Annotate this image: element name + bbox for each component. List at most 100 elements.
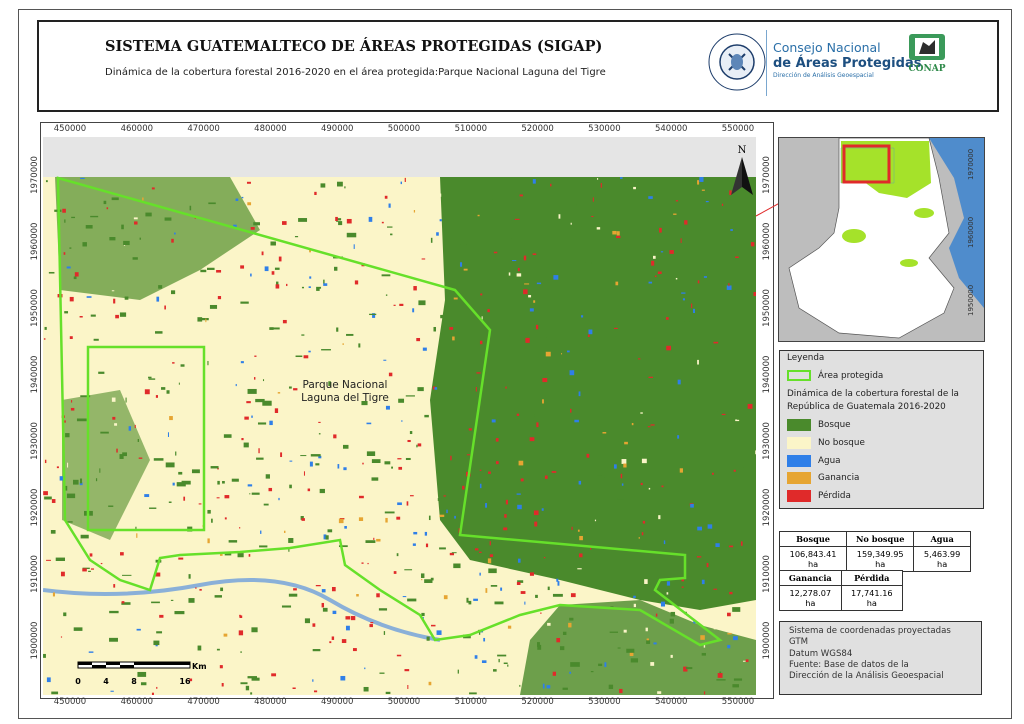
legend-label: Bosque — [818, 420, 851, 430]
land-cover-patch — [612, 230, 617, 235]
land-cover-patch — [517, 580, 524, 583]
area-label-line1: Parque Nacional — [303, 379, 388, 391]
land-cover-patch — [318, 455, 322, 459]
land-cover-patch — [289, 484, 292, 489]
land-cover-patch — [516, 493, 521, 495]
land-cover-patch — [473, 361, 479, 364]
land-cover-patch — [460, 240, 467, 245]
land-cover-patch — [590, 547, 592, 550]
land-cover-patch — [134, 424, 136, 429]
land-cover-patch — [235, 383, 237, 387]
land-cover-patch — [626, 402, 629, 406]
land-cover-patch — [119, 312, 127, 317]
land-cover-patch — [727, 644, 731, 649]
land-cover-patch — [404, 177, 406, 182]
land-cover-patch — [516, 581, 521, 585]
land-cover-patch — [396, 553, 399, 557]
land-cover-patch — [308, 350, 311, 353]
consejo-line2: de Áreas Protegidas — [773, 56, 922, 71]
land-cover-patch — [239, 614, 241, 617]
legend-item-ganancia: Ganancia — [787, 472, 859, 484]
land-cover-patch — [619, 542, 627, 546]
land-cover-patch — [540, 337, 547, 342]
land-cover-patch — [383, 359, 387, 361]
land-cover-patch — [417, 387, 424, 392]
page-border — [18, 9, 1012, 719]
inset-extent-box[interactable] — [842, 144, 891, 184]
land-cover-patch — [537, 642, 540, 647]
land-cover-patch — [557, 581, 560, 586]
land-cover-patch — [189, 678, 193, 682]
y-tick-label: 1960000 — [762, 223, 772, 261]
land-cover-patch — [416, 444, 418, 448]
land-cover-patch — [452, 336, 455, 341]
land-cover-patch — [730, 229, 733, 231]
land-cover-patch — [555, 263, 559, 266]
land-cover-patch — [425, 543, 429, 548]
land-cover-patch — [136, 628, 141, 631]
land-cover-patch — [707, 524, 713, 529]
land-cover-patch — [453, 563, 461, 569]
land-cover-patch — [51, 691, 59, 695]
land-cover-patch — [144, 389, 150, 395]
header-bosque: Bosque — [778, 531, 848, 547]
land-cover-patch — [269, 507, 274, 511]
land-cover-patch — [641, 458, 647, 464]
land-cover-patch — [623, 463, 627, 468]
land-cover-patch — [479, 483, 482, 489]
protected-area-inner-zone[interactable] — [86, 345, 206, 532]
land-cover-patch — [457, 214, 462, 218]
land-cover-patch — [312, 649, 321, 652]
land-cover-patch — [492, 195, 496, 200]
land-cover-patch — [727, 612, 731, 617]
land-cover-patch — [616, 231, 620, 236]
protected-area-outline[interactable] — [56, 176, 723, 647]
land-cover-patch — [633, 186, 636, 190]
land-cover-patch — [280, 452, 283, 458]
land-cover-patch — [282, 319, 287, 324]
scale-label: 0 — [75, 677, 81, 686]
land-cover-patch — [407, 598, 417, 602]
land-cover-patch — [200, 269, 207, 273]
land-cover-patch — [275, 284, 280, 289]
land-cover-patch — [488, 401, 490, 407]
stats-table-2: Ganancia Pérdida 12,278.07 ha 17,741.16 ha — [779, 570, 904, 611]
land-cover-patch — [391, 466, 393, 469]
land-cover-patch — [112, 416, 116, 420]
land-cover-patch — [701, 652, 707, 656]
land-cover-patch — [271, 673, 277, 677]
info-line: Datum WGS84 — [789, 648, 853, 659]
land-cover-patch — [715, 543, 720, 548]
land-cover-patch — [103, 200, 107, 205]
land-cover-patch — [481, 316, 483, 320]
inset-y-tick: 1970000 — [967, 149, 975, 180]
land-cover-patch — [52, 592, 55, 597]
land-cover-patch — [281, 605, 292, 608]
land-cover-patch — [684, 317, 690, 322]
land-cover-patch — [301, 286, 304, 289]
land-cover-patch — [647, 437, 653, 441]
land-cover-patch — [654, 598, 660, 601]
land-cover-patch — [507, 297, 518, 302]
land-cover-patch — [176, 482, 186, 487]
land-cover-patch — [719, 671, 722, 674]
inset-map[interactable]: 1970000 1960000 1950000 — [778, 137, 985, 342]
land-cover-patch — [164, 305, 166, 310]
x-axis-ticks: 4500004500004600004600004700004700004800… — [54, 124, 754, 707]
land-cover-patch — [333, 434, 337, 439]
land-cover-patch — [597, 189, 603, 195]
y-tick-label: 1960000 — [30, 223, 40, 261]
land-cover-patch — [494, 601, 504, 605]
land-cover-patch — [283, 530, 286, 533]
land-cover-patch — [491, 419, 496, 423]
land-cover-patch — [493, 669, 497, 672]
land-cover-patch — [629, 651, 634, 657]
land-cover-patch — [529, 437, 535, 442]
ganancia-swatch — [787, 472, 811, 484]
land-cover-patch — [495, 461, 499, 465]
land-cover-patch — [629, 515, 633, 518]
land-cover-patch — [381, 274, 391, 277]
land-cover-patch — [648, 487, 651, 490]
land-cover-patch — [328, 381, 331, 386]
